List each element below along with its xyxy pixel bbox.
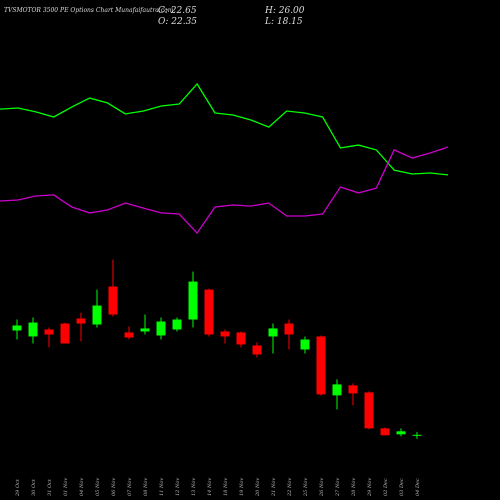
candle-body [364, 392, 374, 429]
candle-body [172, 319, 182, 330]
candle-body [284, 323, 294, 335]
x-tick-label: 21 Nov [271, 478, 277, 497]
candle-body [300, 339, 310, 350]
indicator-line [0, 82, 449, 176]
candle-body [236, 332, 246, 345]
x-tick-label: 04 Nov [79, 478, 85, 496]
x-tick-label: 30 Oct [31, 478, 37, 496]
x-tick-label: 20 Nov [255, 478, 261, 497]
x-tick-label: 18 Nov [223, 478, 229, 496]
candle-body [76, 318, 86, 324]
stat: C: 22.65 [158, 6, 197, 16]
candle-body [220, 331, 230, 337]
candle-body [60, 323, 70, 344]
chart-title: TVSMOTOR 3500 PE Options Chart Munafaifa… [4, 7, 174, 14]
x-tick-label: 27 Nov [335, 478, 341, 497]
x-tick-label: 29 Oct [15, 478, 21, 497]
candle-body [332, 384, 342, 396]
candle-body [92, 305, 102, 325]
stat: O: 22.35 [158, 17, 197, 27]
x-tick-label: 01 Nov [63, 478, 69, 496]
candle-body [348, 385, 358, 394]
candle-body [156, 321, 166, 336]
x-tick-label: 06 Nov [111, 478, 117, 496]
x-tick-label: 02 Dec [383, 478, 389, 496]
candle-body [140, 328, 150, 332]
candle-body [316, 336, 326, 395]
x-tick-label: 07 Nov [127, 478, 133, 496]
indicator-line [0, 146, 449, 235]
x-tick-label: 13 Nov [191, 478, 197, 496]
stat: H: 26.00 [264, 6, 305, 16]
candle-body [204, 289, 214, 335]
candle-body [396, 431, 406, 435]
x-tick-label: 22 Nov [287, 478, 293, 497]
x-tick-label: 03 Dec [399, 478, 405, 496]
x-tick-label: 08 Nov [143, 478, 149, 496]
candle-body [188, 281, 198, 320]
x-tick-label: 28 Nov [351, 478, 357, 497]
stat: L: 18.15 [264, 17, 303, 27]
candle-body [252, 345, 262, 355]
x-tick-label: 25 Nov [303, 478, 309, 497]
x-tick-label: 19 Nov [239, 478, 245, 496]
x-tick-label: 31 Oct [47, 478, 53, 496]
candle-body [28, 322, 38, 337]
x-tick-label: 05 Nov [95, 478, 101, 496]
x-tick-label: 04 Dec [415, 478, 421, 496]
candle-body [44, 329, 54, 335]
x-tick-label: 29 Nov [367, 478, 373, 497]
candle-body [412, 434, 422, 436]
x-tick-label: 12 Nov [175, 478, 181, 496]
candle-body [108, 286, 118, 315]
candle-body [380, 428, 390, 436]
x-tick-label: 14 Nov [207, 478, 213, 496]
candle-body [12, 325, 22, 331]
candle-body [124, 332, 134, 338]
candle-body [268, 328, 278, 337]
x-tick-label: 11 Nov [159, 478, 165, 496]
x-tick-label: 26 Nov [319, 478, 325, 497]
